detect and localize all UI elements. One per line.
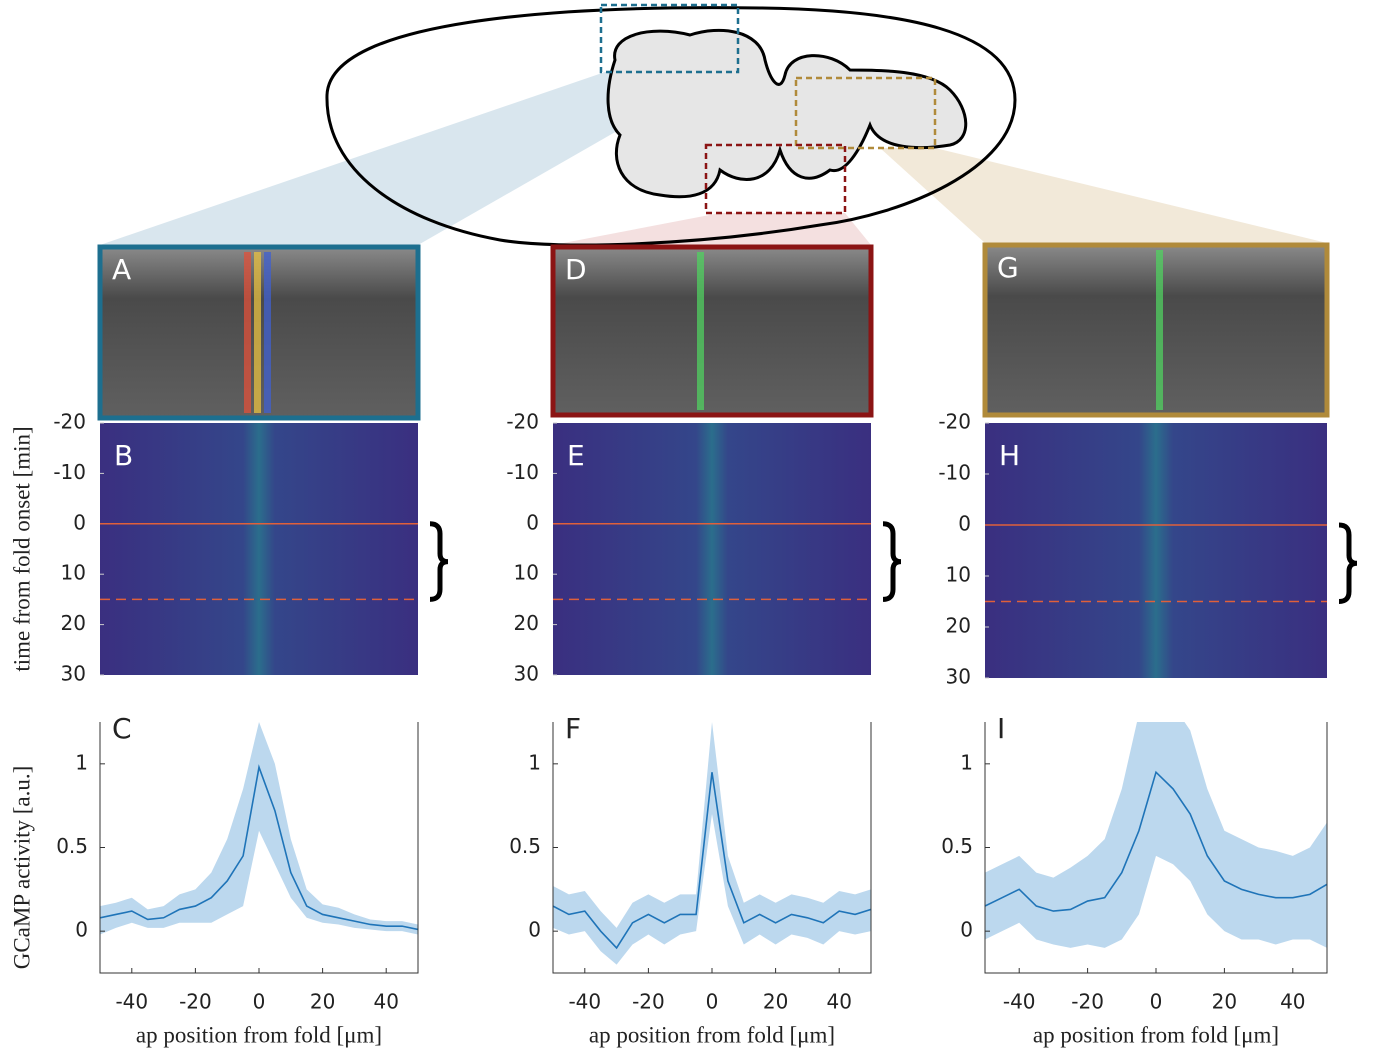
kymograph [985, 423, 1327, 678]
signal-streak [697, 252, 704, 410]
x-axis-label: ap position from fold [μm] [1033, 1022, 1279, 1047]
y-tick-label: 10 [514, 561, 539, 585]
y-tick-label: 20 [61, 611, 86, 635]
panel-label: F [565, 712, 581, 745]
x-axis-label: ap position from fold [μm] [136, 1022, 382, 1047]
signal-streak [254, 252, 261, 413]
y-tick-label: -10 [53, 460, 86, 484]
x-tick-label: 0 [253, 990, 266, 1014]
y-tick-label: 10 [61, 561, 86, 585]
y-tick-label: 30 [946, 665, 971, 689]
y-axis-label: time from fold onset [min] [9, 426, 34, 671]
y-tick-label: -10 [506, 460, 539, 484]
panel-label: B [114, 439, 133, 472]
roi-box [794, 76, 937, 150]
kymograph [100, 423, 418, 675]
y-tick-label: 1 [528, 750, 541, 774]
error-band [985, 722, 1327, 948]
signal-streak [244, 252, 251, 413]
panel-label: D [565, 253, 587, 286]
y-tick-label: 0.5 [941, 834, 973, 858]
panel-label: C [112, 712, 132, 745]
x-tick-label: 40 [373, 990, 398, 1014]
y-tick-label: 0 [526, 510, 539, 534]
x-tick-label: 20 [1212, 990, 1237, 1014]
x-tick-label: 20 [763, 990, 788, 1014]
y-tick-label: 20 [946, 614, 971, 638]
panel-label: G [997, 251, 1019, 284]
signal-streak [264, 252, 271, 413]
x-tick-label: 0 [706, 990, 719, 1014]
panel-label: H [999, 439, 1020, 472]
y-tick-label: 30 [514, 662, 539, 686]
y-tick-label: 30 [61, 662, 86, 686]
x-tick-label: -20 [632, 990, 665, 1014]
bracket [882, 521, 902, 602]
y-tick-label: 0.5 [509, 834, 541, 858]
projection [100, 72, 720, 245]
x-tick-label: -40 [115, 990, 148, 1014]
mean-line [985, 770, 1327, 912]
x-tick-label: -20 [1071, 990, 1104, 1014]
x-tick-label: 0 [1150, 990, 1163, 1014]
y-axis-label: GCaMP activity [a.u.] [9, 766, 34, 970]
x-tick-label: 20 [310, 990, 335, 1014]
y-tick-label: 10 [946, 563, 971, 587]
y-tick-label: -10 [938, 461, 971, 485]
y-tick-label: 1 [75, 750, 88, 774]
kymograph [553, 423, 871, 675]
projection [880, 148, 1327, 243]
y-tick-label: 0 [958, 512, 971, 536]
roi-box [599, 3, 740, 74]
y-tick-label: 0 [960, 918, 973, 942]
y-tick-label: -20 [938, 410, 971, 434]
x-axis-label: ap position from fold [μm] [589, 1022, 835, 1047]
mean-line [100, 764, 418, 931]
signal-streak [1156, 250, 1163, 410]
x-tick-label: -20 [179, 990, 212, 1014]
panel-label: I [997, 712, 1005, 745]
x-tick-label: 40 [826, 990, 851, 1014]
mean-line [553, 772, 871, 950]
x-tick-label: 40 [1280, 990, 1305, 1014]
y-tick-label: -20 [506, 410, 539, 434]
y-tick-label: -20 [53, 410, 86, 434]
x-tick-label: -40 [568, 990, 601, 1014]
y-tick-label: 20 [514, 611, 539, 635]
error-band [100, 722, 418, 935]
y-tick-label: 0 [528, 918, 541, 942]
bracket [1338, 522, 1358, 604]
y-tick-label: 0.5 [56, 834, 88, 858]
embryo-outline [325, 6, 1017, 247]
y-tick-label: 0 [73, 510, 86, 534]
bracket [429, 521, 449, 602]
panel-label: E [567, 439, 585, 472]
y-tick-label: 1 [960, 750, 973, 774]
roi-box [704, 143, 847, 215]
x-tick-label: -40 [1003, 990, 1036, 1014]
projection [553, 213, 871, 245]
y-tick-label: 0 [75, 918, 88, 942]
error-band [553, 722, 871, 965]
schematic [100, 3, 1327, 247]
micrograph [550, 244, 874, 418]
panel-label: A [112, 253, 131, 286]
